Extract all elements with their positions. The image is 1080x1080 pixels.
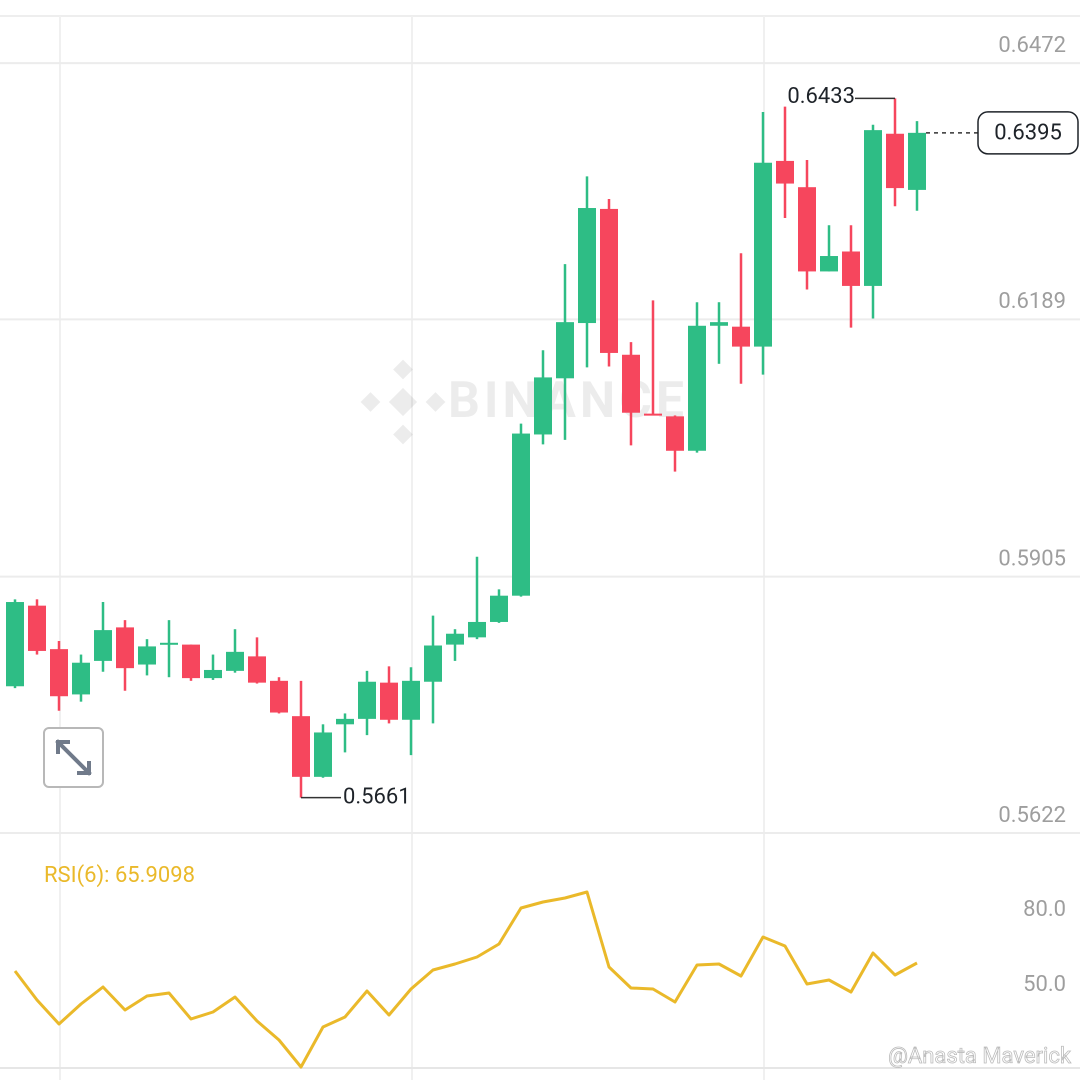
candle-body bbox=[226, 651, 244, 671]
last-price-label: 0.6395 bbox=[994, 121, 1062, 146]
candle-body bbox=[578, 208, 596, 324]
y-tick-label: 0.6472 bbox=[998, 33, 1066, 58]
y-tick-label: 80.0 bbox=[1023, 897, 1066, 922]
candle-body bbox=[160, 642, 178, 645]
candle-body bbox=[688, 325, 706, 451]
last-price-box bbox=[977, 111, 1079, 155]
candle-body bbox=[292, 716, 310, 777]
candle-body bbox=[336, 718, 354, 725]
candle-body bbox=[72, 662, 90, 695]
y-tick-label: 0.6189 bbox=[998, 289, 1066, 314]
candle-body bbox=[644, 413, 662, 416]
candle-body bbox=[534, 377, 552, 435]
candle-body bbox=[710, 322, 728, 326]
candle-body bbox=[380, 682, 398, 720]
candle-body bbox=[182, 644, 200, 679]
candle-body bbox=[468, 621, 486, 638]
candle-body bbox=[402, 680, 420, 720]
candle-body bbox=[138, 646, 156, 665]
candles bbox=[6, 98, 926, 798]
candle-body bbox=[270, 680, 288, 713]
candle-body bbox=[248, 656, 266, 683]
expand-button[interactable] bbox=[43, 727, 104, 788]
candle-body bbox=[314, 732, 332, 777]
rsi-line bbox=[13, 890, 918, 1069]
candle-body bbox=[490, 595, 508, 622]
high-label: 0.6433 bbox=[787, 84, 855, 109]
candle-body bbox=[94, 630, 112, 661]
candle-body bbox=[622, 354, 640, 413]
y-tick-label: 0.5622 bbox=[998, 803, 1066, 828]
candle-body bbox=[886, 133, 904, 189]
candle-body bbox=[864, 130, 882, 286]
candle-body bbox=[358, 681, 376, 719]
candle-body bbox=[776, 160, 794, 184]
candle-body bbox=[600, 208, 618, 353]
candle-body bbox=[28, 605, 46, 651]
y-tick-label: 50.0 bbox=[1023, 972, 1066, 997]
y-tick-label: 0.5905 bbox=[998, 546, 1066, 571]
candle-body bbox=[842, 251, 860, 286]
expand-icon[interactable] bbox=[55, 739, 92, 776]
candle-body bbox=[446, 633, 464, 645]
candle-body bbox=[820, 256, 838, 272]
indicator-label: RSI(6): 65.9098 bbox=[44, 863, 195, 888]
candle-body bbox=[116, 627, 134, 669]
candle-body bbox=[908, 132, 926, 190]
candle-body bbox=[666, 416, 684, 451]
candle-body bbox=[754, 162, 772, 347]
candle-body bbox=[512, 433, 530, 596]
candle-body bbox=[424, 645, 442, 682]
candle-body bbox=[50, 649, 68, 697]
candle-body bbox=[6, 602, 24, 687]
candle-body bbox=[204, 669, 222, 679]
candle-body bbox=[798, 187, 816, 272]
low-label: 0.5661 bbox=[343, 784, 411, 809]
candle-body bbox=[556, 322, 574, 379]
credit: @Anasta Maverick bbox=[888, 1044, 1072, 1069]
candle-body bbox=[732, 326, 750, 347]
